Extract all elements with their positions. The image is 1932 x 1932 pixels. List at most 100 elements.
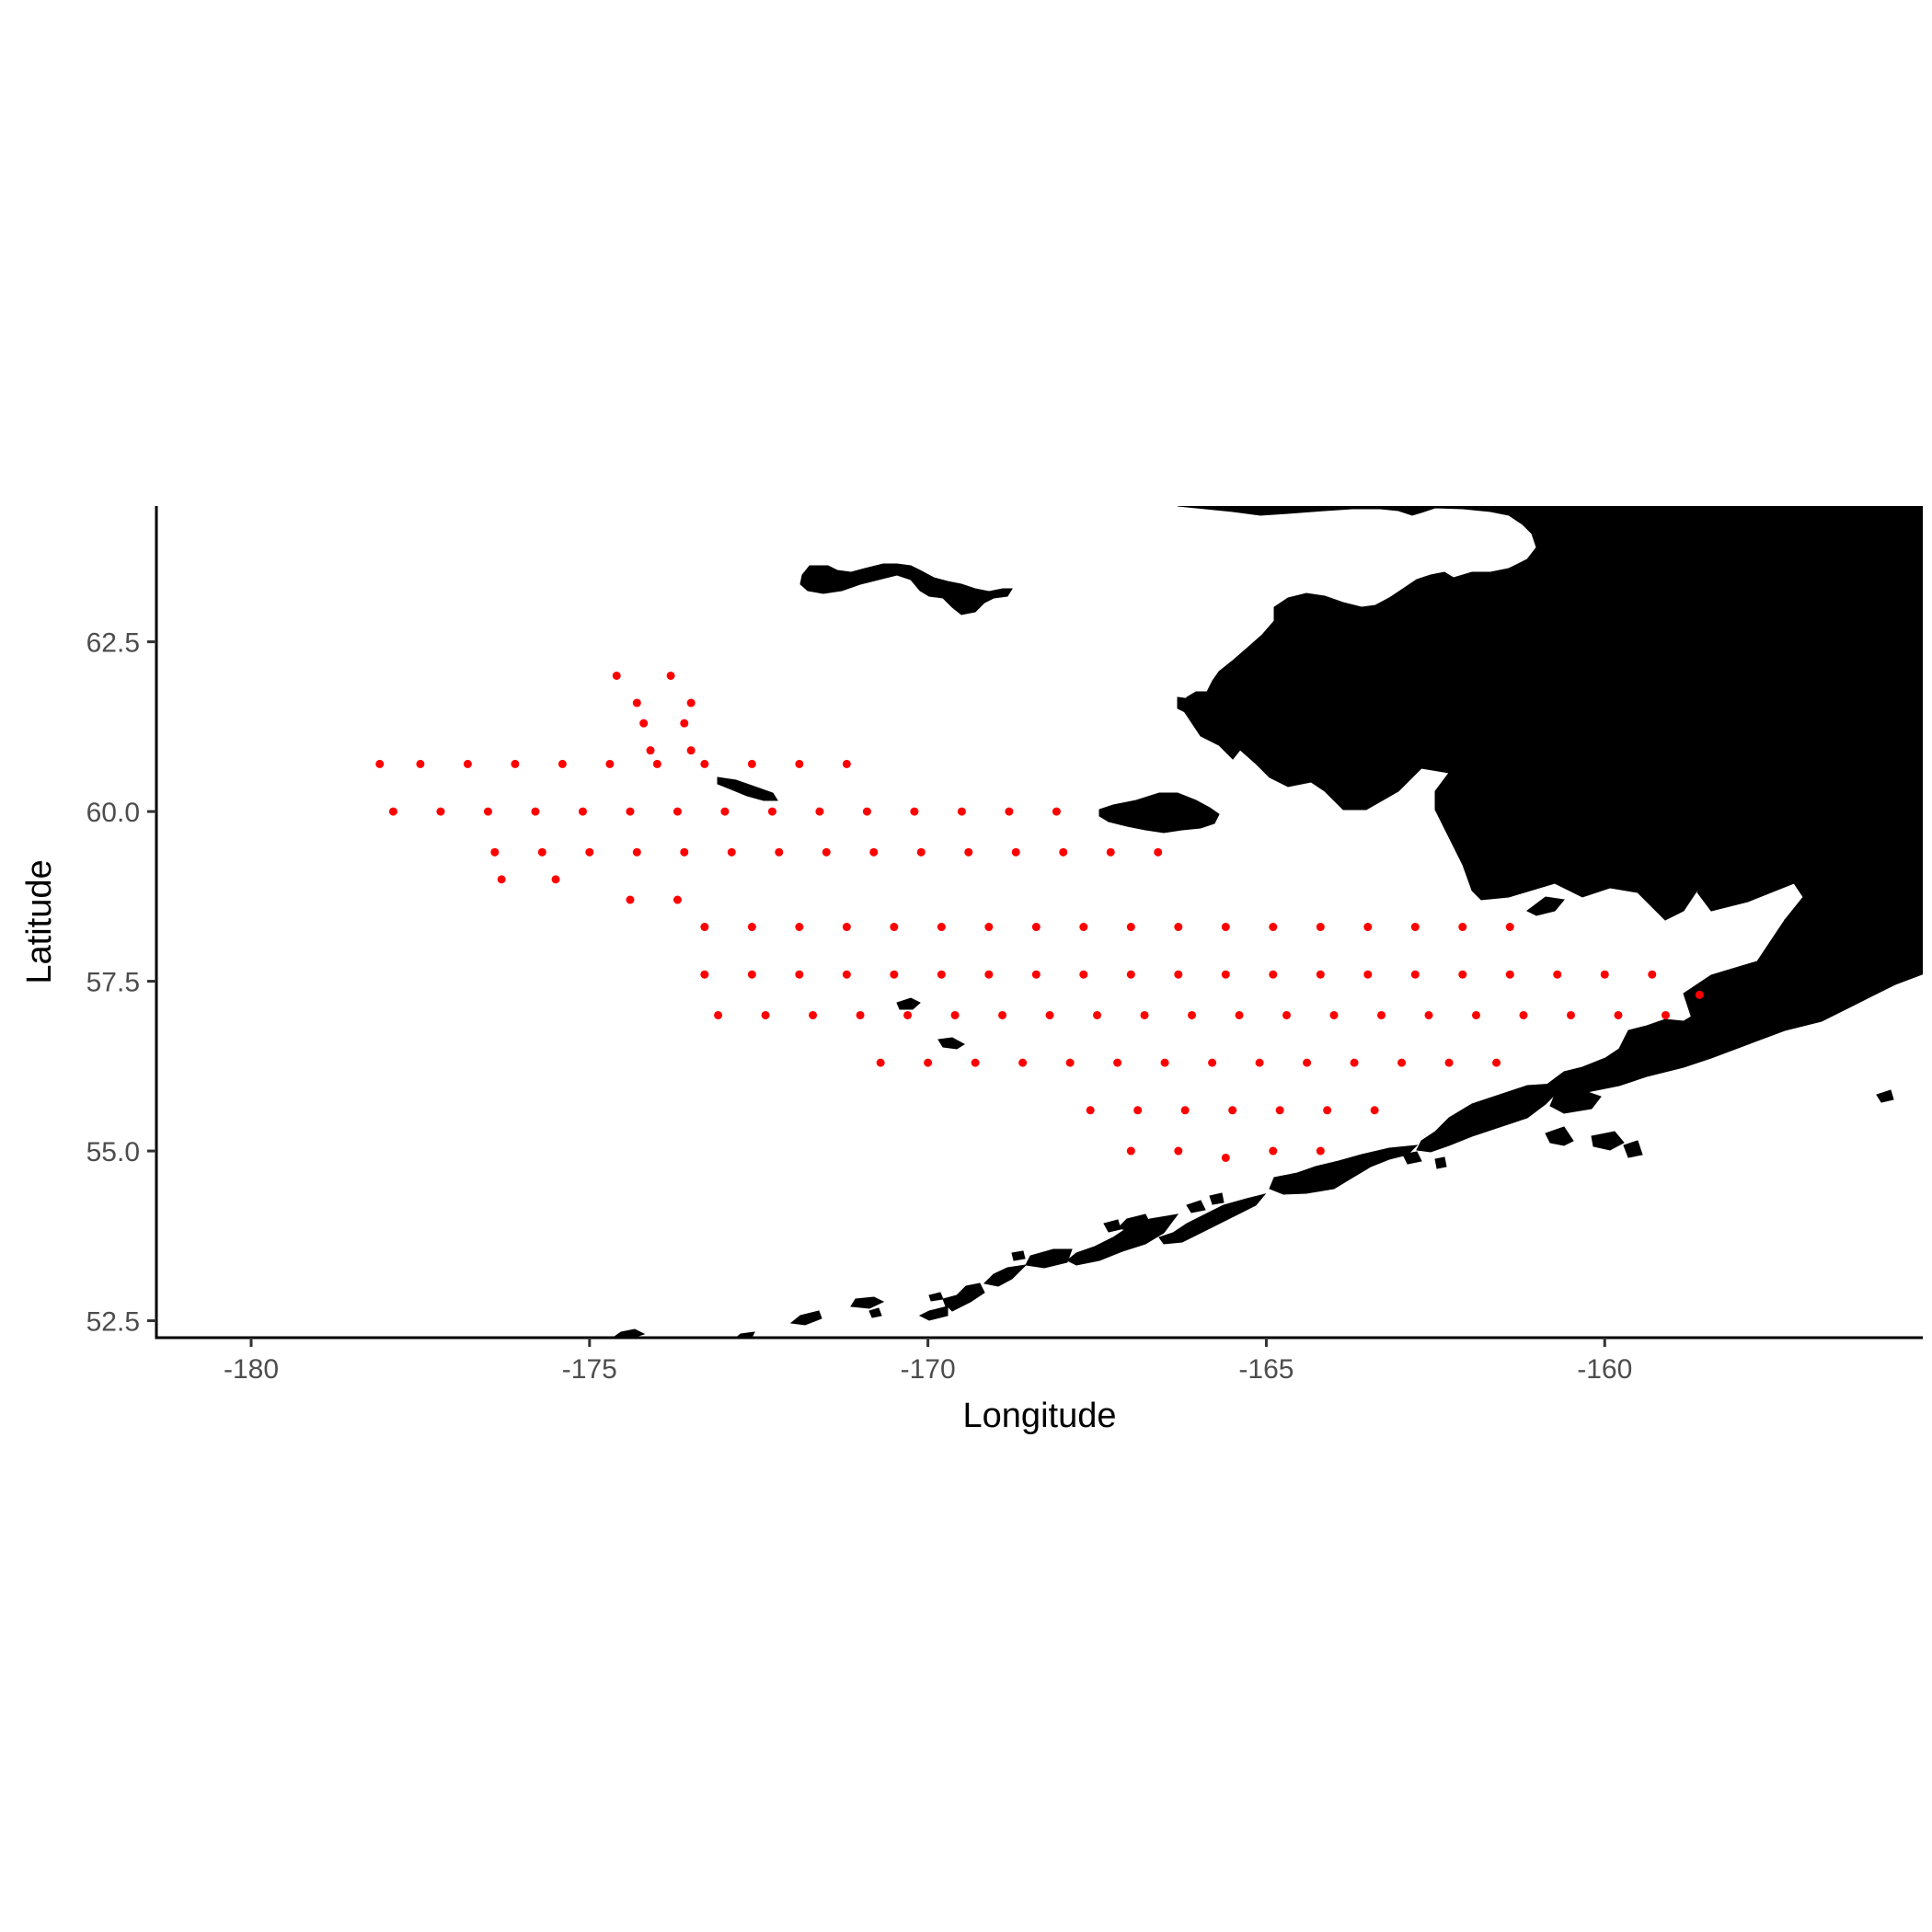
station-point	[775, 847, 784, 857]
bristol-bay-shore	[1526, 896, 1565, 916]
station-point	[1648, 970, 1657, 979]
buldir-island	[928, 1292, 944, 1302]
station-point	[1208, 1058, 1217, 1067]
station-point	[375, 759, 385, 768]
station-point	[511, 759, 520, 768]
station-point	[727, 847, 736, 857]
station-point	[700, 923, 709, 932]
island-aleut-b	[1209, 1192, 1225, 1205]
station-point	[950, 1010, 960, 1019]
station-point	[1052, 807, 1061, 816]
amlia-island	[1025, 1248, 1073, 1269]
station-point	[1323, 1106, 1332, 1115]
station-point	[747, 970, 756, 979]
station-point	[639, 719, 649, 728]
station-point	[1180, 1106, 1190, 1115]
station-point	[1018, 1058, 1028, 1067]
station-point	[673, 895, 682, 904]
station-point	[1079, 970, 1088, 979]
station-point	[632, 698, 641, 707]
station-point	[1471, 1010, 1480, 1019]
station-point	[984, 923, 994, 932]
station-point	[1316, 970, 1325, 979]
station-point	[1045, 1010, 1054, 1019]
x-tick-label: -175	[562, 1354, 617, 1385]
station-point	[666, 671, 675, 680]
station-point	[1160, 1058, 1169, 1067]
attu-island	[612, 1328, 646, 1338]
station-point	[1410, 923, 1420, 932]
shumagin-island-c	[1623, 1140, 1643, 1158]
station-point	[700, 970, 709, 979]
tanaga-island	[918, 1305, 949, 1321]
sanak-island	[1402, 1151, 1422, 1165]
unimak-area	[1416, 1083, 1556, 1153]
station-point	[686, 698, 696, 707]
station-point	[795, 759, 804, 768]
station-point	[605, 759, 615, 768]
station-point	[1106, 847, 1115, 857]
station-point	[1275, 1106, 1284, 1115]
station-point	[761, 1010, 770, 1019]
station-point	[700, 759, 709, 768]
station-point	[1126, 1146, 1135, 1156]
station-point	[903, 1010, 913, 1019]
peninsula-islands	[1549, 1089, 1602, 1114]
station-point	[626, 895, 635, 904]
station-point	[1133, 1106, 1143, 1115]
station-point	[1397, 1058, 1407, 1067]
station-point	[1174, 923, 1183, 932]
unimak-island	[1269, 1144, 1419, 1195]
x-tick-label: -160	[1577, 1354, 1632, 1385]
station-point	[1221, 923, 1230, 932]
station-point	[971, 1058, 980, 1067]
station-point	[1370, 1106, 1379, 1115]
station-point	[720, 807, 730, 816]
station-point	[1093, 1010, 1102, 1019]
station-point	[924, 1058, 933, 1067]
station-point	[673, 807, 682, 816]
station-point	[822, 847, 831, 857]
station-point	[1695, 990, 1704, 999]
station-point	[483, 807, 492, 816]
station-point	[1316, 923, 1325, 932]
land-masses	[612, 506, 1923, 1338]
station-point	[490, 847, 500, 857]
station-point	[937, 923, 946, 932]
station-point	[686, 746, 696, 755]
x-axis-ticks: -180 -175 -170 -165 -160	[224, 1338, 1632, 1385]
station-point	[626, 807, 635, 816]
station-point	[1458, 970, 1467, 979]
nunivak-island	[1098, 792, 1220, 834]
station-point	[984, 970, 994, 979]
station-point	[842, 970, 851, 979]
y-tick-label: 57.5	[86, 968, 140, 998]
station-point	[1363, 923, 1373, 932]
station-point	[869, 847, 879, 857]
station-point	[531, 807, 540, 816]
station-point	[578, 807, 587, 816]
rat-islands	[868, 1307, 882, 1318]
st-matthew-island	[717, 776, 778, 801]
station-point	[1235, 1010, 1244, 1019]
station-point	[795, 970, 804, 979]
station-point	[767, 807, 776, 816]
yukon-delta-fragment	[1177, 696, 1197, 714]
st-paul-island	[896, 997, 921, 1010]
station-point	[1505, 923, 1514, 932]
station-point	[1059, 847, 1068, 857]
station-point	[916, 847, 926, 857]
station-point	[1255, 1058, 1264, 1067]
station-point	[388, 807, 397, 816]
station-point	[652, 759, 661, 768]
islands-of-four-mountains	[1116, 1213, 1151, 1232]
island-aleut-c	[942, 1294, 960, 1307]
station-point	[497, 875, 506, 884]
y-tick-label: 60.0	[86, 798, 140, 828]
amchitka-island	[789, 1310, 822, 1326]
station-point	[463, 759, 472, 768]
station-point	[1329, 1010, 1339, 1019]
station-point	[1228, 1106, 1237, 1115]
station-point	[1444, 1058, 1454, 1067]
station-point	[1553, 970, 1562, 979]
